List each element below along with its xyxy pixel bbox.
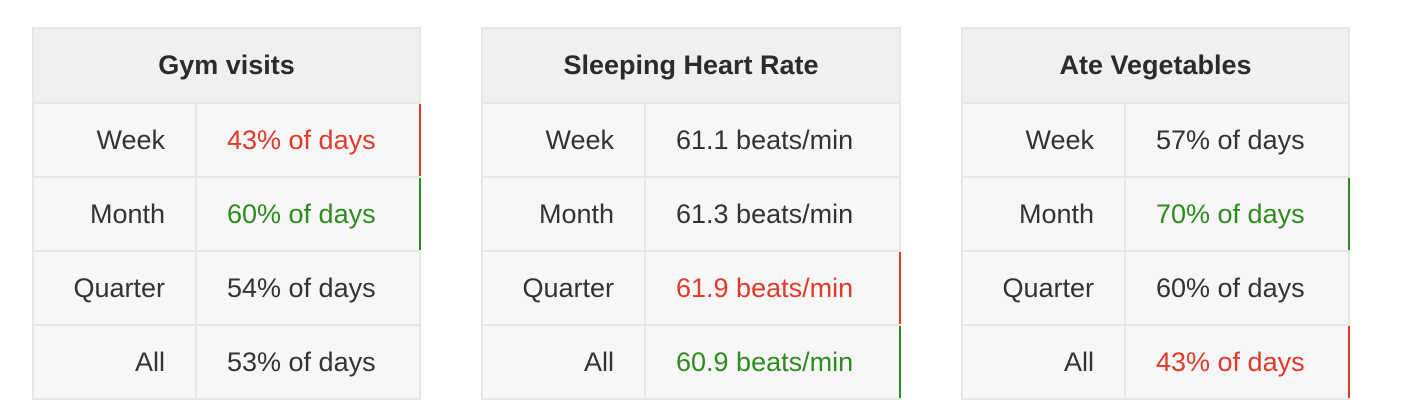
ate-vegetables-table: Ate Vegetables Week 57% of days Month 70…	[961, 27, 1350, 400]
table-row: All 43% of days	[961, 324, 1350, 400]
period-label: Month	[961, 176, 1126, 252]
table-row: Quarter 54% of days	[32, 250, 421, 326]
metric-value: 61.9 beats/min	[644, 250, 901, 326]
table-row: Week 43% of days	[32, 102, 421, 178]
metric-value: 54% of days	[195, 250, 421, 326]
metric-value: 53% of days	[195, 324, 421, 400]
period-label: Month	[481, 176, 646, 252]
period-label: All	[32, 324, 197, 400]
period-label: Week	[961, 102, 1126, 178]
metric-value: 60% of days	[1124, 250, 1350, 326]
period-label: All	[481, 324, 646, 400]
period-label: All	[961, 324, 1126, 400]
table-row: Month 70% of days	[961, 176, 1350, 252]
table-title: Ate Vegetables	[961, 27, 1350, 104]
metric-value: 60% of days	[195, 176, 421, 252]
table-row: Week 61.1 beats/min	[481, 102, 901, 178]
table-title: Sleeping Heart Rate	[481, 27, 901, 104]
table-row: Week 57% of days	[961, 102, 1350, 178]
table-header-row: Sleeping Heart Rate	[481, 27, 901, 104]
table-row: Month 61.3 beats/min	[481, 176, 901, 252]
table-header-row: Ate Vegetables	[961, 27, 1350, 104]
period-label: Quarter	[32, 250, 197, 326]
metric-value: 43% of days	[195, 102, 421, 178]
period-label: Quarter	[481, 250, 646, 326]
table-row: All 53% of days	[32, 324, 421, 400]
metric-value: 43% of days	[1124, 324, 1350, 400]
metric-value: 60.9 beats/min	[644, 324, 901, 400]
table-row: All 60.9 beats/min	[481, 324, 901, 400]
sleeping-heart-rate-table: Sleeping Heart Rate Week 61.1 beats/min …	[481, 27, 901, 400]
metric-value: 61.3 beats/min	[644, 176, 901, 252]
table-row: Quarter 61.9 beats/min	[481, 250, 901, 326]
metric-value: 57% of days	[1124, 102, 1350, 178]
table-header-row: Gym visits	[32, 27, 421, 104]
table-row: Quarter 60% of days	[961, 250, 1350, 326]
table-row: Month 60% of days	[32, 176, 421, 252]
metric-value: 61.1 beats/min	[644, 102, 901, 178]
gym-visits-table: Gym visits Week 43% of days Month 60% of…	[32, 27, 421, 400]
period-label: Month	[32, 176, 197, 252]
period-label: Quarter	[961, 250, 1126, 326]
metric-value: 70% of days	[1124, 176, 1350, 252]
period-label: Week	[32, 102, 197, 178]
period-label: Week	[481, 102, 646, 178]
table-title: Gym visits	[32, 27, 421, 104]
